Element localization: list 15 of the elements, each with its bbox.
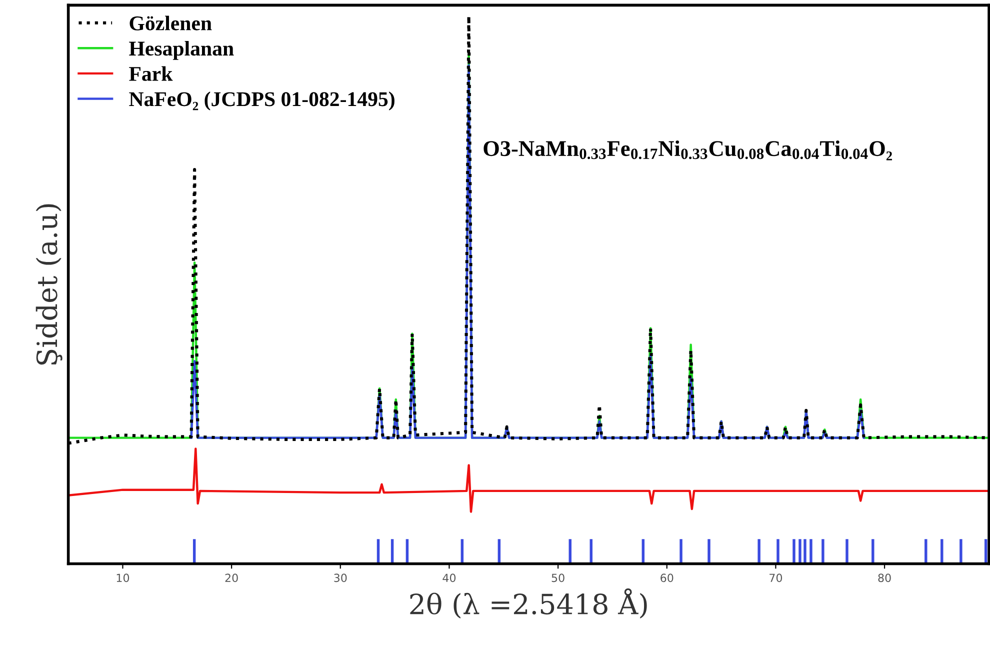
x-axis-title: 2θ (λ =2.5418 Å) — [410, 588, 647, 618]
x-tick-label: 50 — [552, 574, 564, 582]
x-tick-label: 20 — [225, 574, 238, 582]
x-tick-label: 80 — [878, 574, 891, 582]
legend-label: Hesaplanan — [129, 41, 234, 60]
x-tick-label: 10 — [116, 574, 130, 582]
x-tick-label: 70 — [770, 574, 782, 582]
y-axis-title: Şiddet (a.u) — [36, 204, 62, 365]
legend-label: Gözlenen — [130, 16, 212, 30]
text: O3-NaMn$_{0.33}$Fe$_{0.17}$Ni$_{0.33}$Cu$_{0.08}$Ca$_{0.04}$Ti$_{0.04}$O₂ — [484, 140, 892, 160]
x-tick-label: 60 — [660, 574, 674, 582]
x-tick-label: 30 — [334, 574, 347, 582]
legend-label: NaFeO₂ (JCDPS 01-082-1495) — [129, 92, 394, 110]
x-tick-label: 40 — [442, 574, 456, 582]
legend-label: Fark — [129, 66, 173, 81]
